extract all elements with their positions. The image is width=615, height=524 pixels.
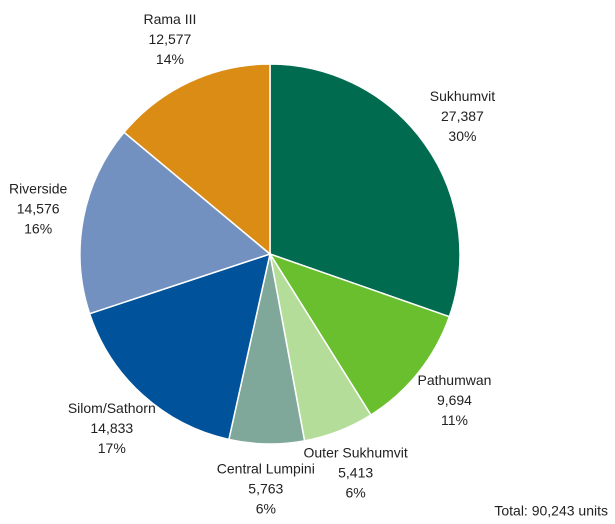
pie-slice (88, 252, 272, 441)
slice-label: Silom/Sathorn (68, 400, 156, 416)
slice-label: Pathumwan (417, 372, 491, 388)
slice-value-label: 5,763 (248, 481, 283, 497)
slice-percent-label: 14% (156, 51, 184, 67)
slice-value-label: 5,413 (338, 465, 373, 481)
slice-value-label: 14,833 (90, 420, 133, 436)
slice-label: Central Lumpini (217, 461, 315, 477)
pie-slice (123, 63, 271, 256)
slice-value-label: 27,387 (441, 108, 484, 124)
pie-slice (79, 131, 272, 315)
slice-percent-label: 6% (256, 501, 276, 517)
pie-slice (268, 252, 451, 417)
pie-slice (269, 63, 461, 318)
slice-value-label: 14,576 (17, 201, 60, 217)
slice-label: Sukhumvit (430, 88, 495, 104)
slice-percent-label: 17% (98, 440, 126, 456)
total-note: Total: 90,243 units (494, 503, 608, 519)
slice-percent-label: 30% (448, 128, 476, 144)
slice-label: Outer Sukhumvit (304, 445, 408, 461)
slice-label: Rama III (143, 11, 196, 27)
slice-percent-label: 6% (346, 485, 366, 501)
slice-percent-label: 11% (441, 412, 468, 428)
slice-value-label: 9,694 (437, 392, 472, 408)
slice-label: Riverside (9, 181, 68, 197)
slice-percent-label: 16% (24, 221, 52, 237)
slice-value-label: 12,577 (149, 31, 192, 47)
